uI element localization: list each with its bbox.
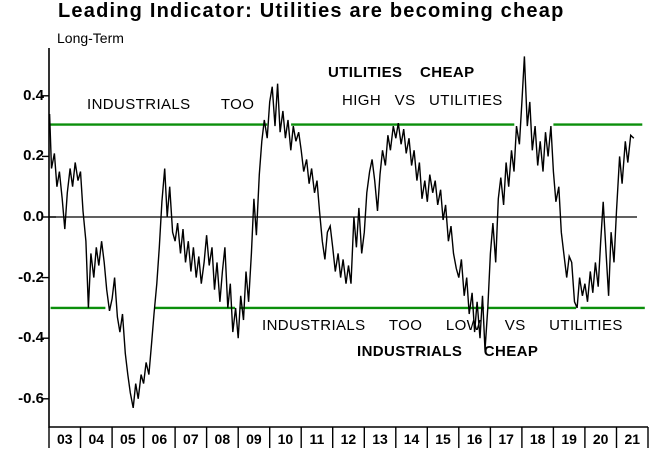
annotation-industrials-too: INDUSTRIALS TOO — [87, 96, 255, 113]
chart-subtitle: Long-Term — [57, 30, 124, 46]
annotation-high-vs-utilities: HIGH VS UTILITIES — [342, 92, 503, 109]
x-axis-year-label: 06 — [151, 431, 168, 447]
x-axis-year-label: 19 — [561, 431, 577, 447]
annotation-utilities-cheap: UTILITIES CHEAP — [328, 64, 475, 81]
x-axis-year-label: 12 — [340, 431, 357, 447]
x-axis-year-label: 21 — [624, 431, 641, 447]
x-axis-year-label: 13 — [372, 431, 388, 447]
x-axis-year-label: 10 — [277, 431, 294, 447]
x-axis-year-label: 20 — [592, 431, 609, 447]
x-axis-year-label: 11 — [309, 431, 325, 447]
annotation-industrials-too-low-vs-utilities: INDUSTRIALS TOO LOW VS UTILITIES — [262, 317, 623, 334]
y-axis-tick-label: -0.4 — [18, 329, 44, 347]
x-axis-year-label: 17 — [498, 431, 514, 447]
x-axis-year-label: 09 — [246, 431, 262, 447]
y-axis-tick-label: -0.2 — [18, 268, 44, 286]
y-axis-tick-label: 0.4 — [23, 86, 44, 104]
x-axis-year-label: 07 — [183, 431, 199, 447]
x-axis-year-label: 03 — [56, 431, 73, 447]
chart-title: Leading Indicator: Utilities are becomin… — [58, 0, 565, 22]
annotation-industrials-cheap: INDUSTRIALS CHEAP — [357, 343, 539, 360]
x-axis-year-label: 16 — [466, 431, 483, 447]
x-axis-year-label: 18 — [529, 431, 546, 447]
x-axis-year-label: 05 — [120, 431, 136, 447]
y-axis-tick-label: 0.2 — [23, 147, 44, 165]
x-axis-year-label: 04 — [88, 431, 105, 447]
y-axis-tick-label: -0.6 — [18, 389, 44, 407]
x-axis-year-label: 15 — [435, 431, 451, 447]
x-axis-year-label: 08 — [214, 431, 231, 447]
y-axis-tick-label: 0.0 — [23, 208, 44, 225]
indicator-series-line — [48, 56, 635, 409]
x-axis-year-label: 14 — [403, 431, 420, 447]
